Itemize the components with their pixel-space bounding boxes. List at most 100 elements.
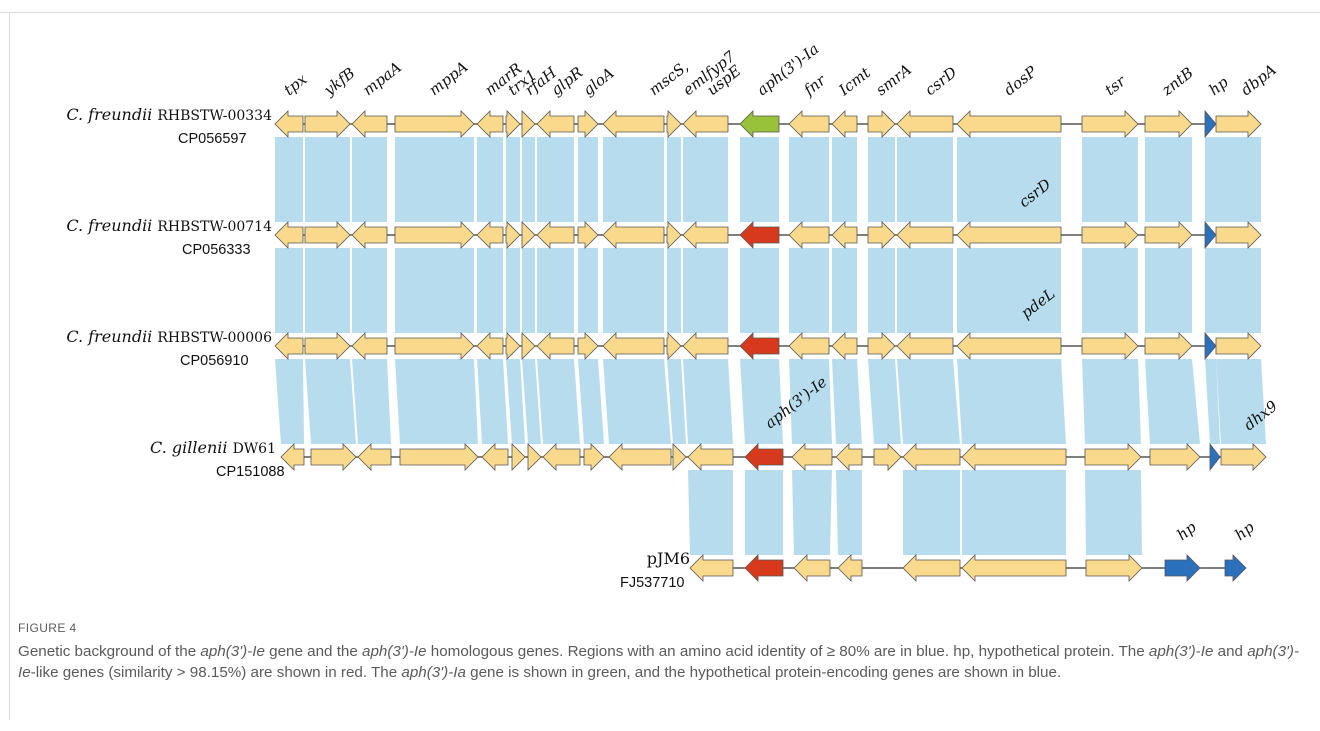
homology-band	[578, 359, 604, 444]
accession-label: CP151088	[216, 464, 285, 480]
strain-name: DW61	[233, 441, 276, 457]
gene-arrow	[902, 443, 961, 471]
homology-band	[1085, 470, 1142, 555]
homology-band	[897, 248, 953, 333]
homology-band	[506, 359, 525, 444]
species-name: C. gillenii	[150, 438, 233, 457]
gene-arrow	[505, 221, 521, 249]
gene-arrow	[1144, 221, 1193, 249]
homology-band	[305, 248, 350, 333]
homology-band	[897, 137, 953, 222]
gene-label: fnr	[800, 71, 830, 100]
gene-arrow	[280, 443, 305, 471]
gene-arrow	[505, 332, 521, 360]
gene-arrow	[351, 332, 388, 360]
gene-arrow	[902, 554, 961, 582]
caption-part: and	[1213, 643, 1248, 660]
gene-arrow	[831, 110, 858, 138]
homology-band	[1145, 359, 1200, 444]
gene-arrow	[1081, 221, 1139, 249]
gene-arrow	[394, 221, 475, 249]
track-name: C. freundii RHBSTW-00006	[66, 327, 272, 346]
accession-label: CP056910	[180, 353, 249, 369]
homology-band	[1082, 359, 1141, 444]
gene-arrow	[1204, 220, 1217, 250]
caption-part: Genetic background of the	[18, 643, 201, 660]
gene-arrow	[394, 110, 475, 138]
gene-arrow	[602, 332, 665, 360]
gene-arrow	[672, 443, 687, 471]
species-name: C. freundii	[66, 216, 157, 235]
gene-arrow	[527, 443, 542, 471]
strain-name: RHBSTW-00006	[157, 330, 272, 346]
gene-arrow	[394, 332, 475, 360]
gene-arrow	[608, 443, 672, 471]
gene-arrow	[744, 443, 784, 471]
caption-part: gene is shown in green, and the hypothet…	[465, 664, 1062, 681]
gene-arrow	[511, 443, 526, 471]
gene-arrow	[536, 221, 575, 249]
homology-band	[957, 248, 1061, 333]
gene-arrow	[476, 221, 504, 249]
gene-arrow	[867, 221, 896, 249]
gene-arrow	[521, 332, 536, 360]
homology-band	[789, 359, 832, 444]
gene-label: hp	[1231, 518, 1258, 544]
gene-label: dbpA	[1237, 60, 1279, 99]
gene-arrow	[739, 110, 780, 138]
caption-gene: aph(3')-Ia	[401, 664, 466, 681]
gene-arrow	[666, 332, 682, 360]
gene-arrow	[689, 554, 734, 582]
gene-label: hp	[1173, 518, 1200, 544]
homology-band	[868, 359, 901, 444]
homology-band	[275, 248, 303, 333]
gene-arrow	[304, 110, 351, 138]
homology-band	[395, 137, 474, 222]
homology-band	[477, 248, 503, 333]
accession-label: FJ537710	[620, 575, 685, 591]
gene-arrow	[577, 110, 599, 138]
gene-label: gloA	[579, 64, 617, 99]
homology-band	[537, 248, 574, 333]
homology-band	[740, 359, 783, 444]
homology-band	[667, 137, 681, 222]
gene-label: mppA	[425, 58, 471, 100]
gene-arrow	[1164, 554, 1201, 582]
gene-arrow	[357, 443, 392, 471]
gene-arrow	[351, 221, 388, 249]
gene-label: zntB	[1158, 64, 1197, 100]
homology-band	[789, 248, 829, 333]
homology-band	[506, 248, 520, 333]
homology-band	[522, 137, 535, 222]
homology-band	[683, 137, 728, 222]
homology-band	[506, 137, 520, 222]
homology-band	[1216, 137, 1261, 222]
gene-arrow	[274, 221, 304, 249]
strain-name: RHBSTW-00334	[157, 108, 272, 124]
homology-band	[792, 470, 832, 555]
gene-arrow	[831, 221, 858, 249]
accession-label: CP056597	[178, 131, 247, 147]
homology-band	[957, 137, 1061, 222]
gene-arrow	[1085, 554, 1143, 582]
gene-arrow	[873, 443, 902, 471]
gene-arrow	[682, 221, 729, 249]
gene-arrow	[831, 332, 858, 360]
species-name: C. freundii	[66, 105, 157, 124]
homology-band	[477, 359, 508, 444]
caption-part: homologous genes. Regions with an amino …	[426, 643, 1149, 660]
gene-arrow	[274, 110, 304, 138]
gene-arrow	[788, 110, 830, 138]
homology-band	[667, 359, 686, 444]
gene-arrow	[1220, 443, 1267, 471]
gene-arrow	[867, 332, 896, 360]
gene-arrow	[739, 221, 780, 249]
figure-caption: FIGURE 4 Genetic background of the aph(3…	[18, 621, 1308, 683]
homology-band	[832, 137, 857, 222]
track-name: C. gillenii DW61	[150, 438, 276, 457]
gene-arrow	[896, 221, 954, 249]
gene-label: tsr	[1101, 72, 1129, 100]
left-rule	[9, 12, 10, 720]
homology-band	[537, 137, 574, 222]
